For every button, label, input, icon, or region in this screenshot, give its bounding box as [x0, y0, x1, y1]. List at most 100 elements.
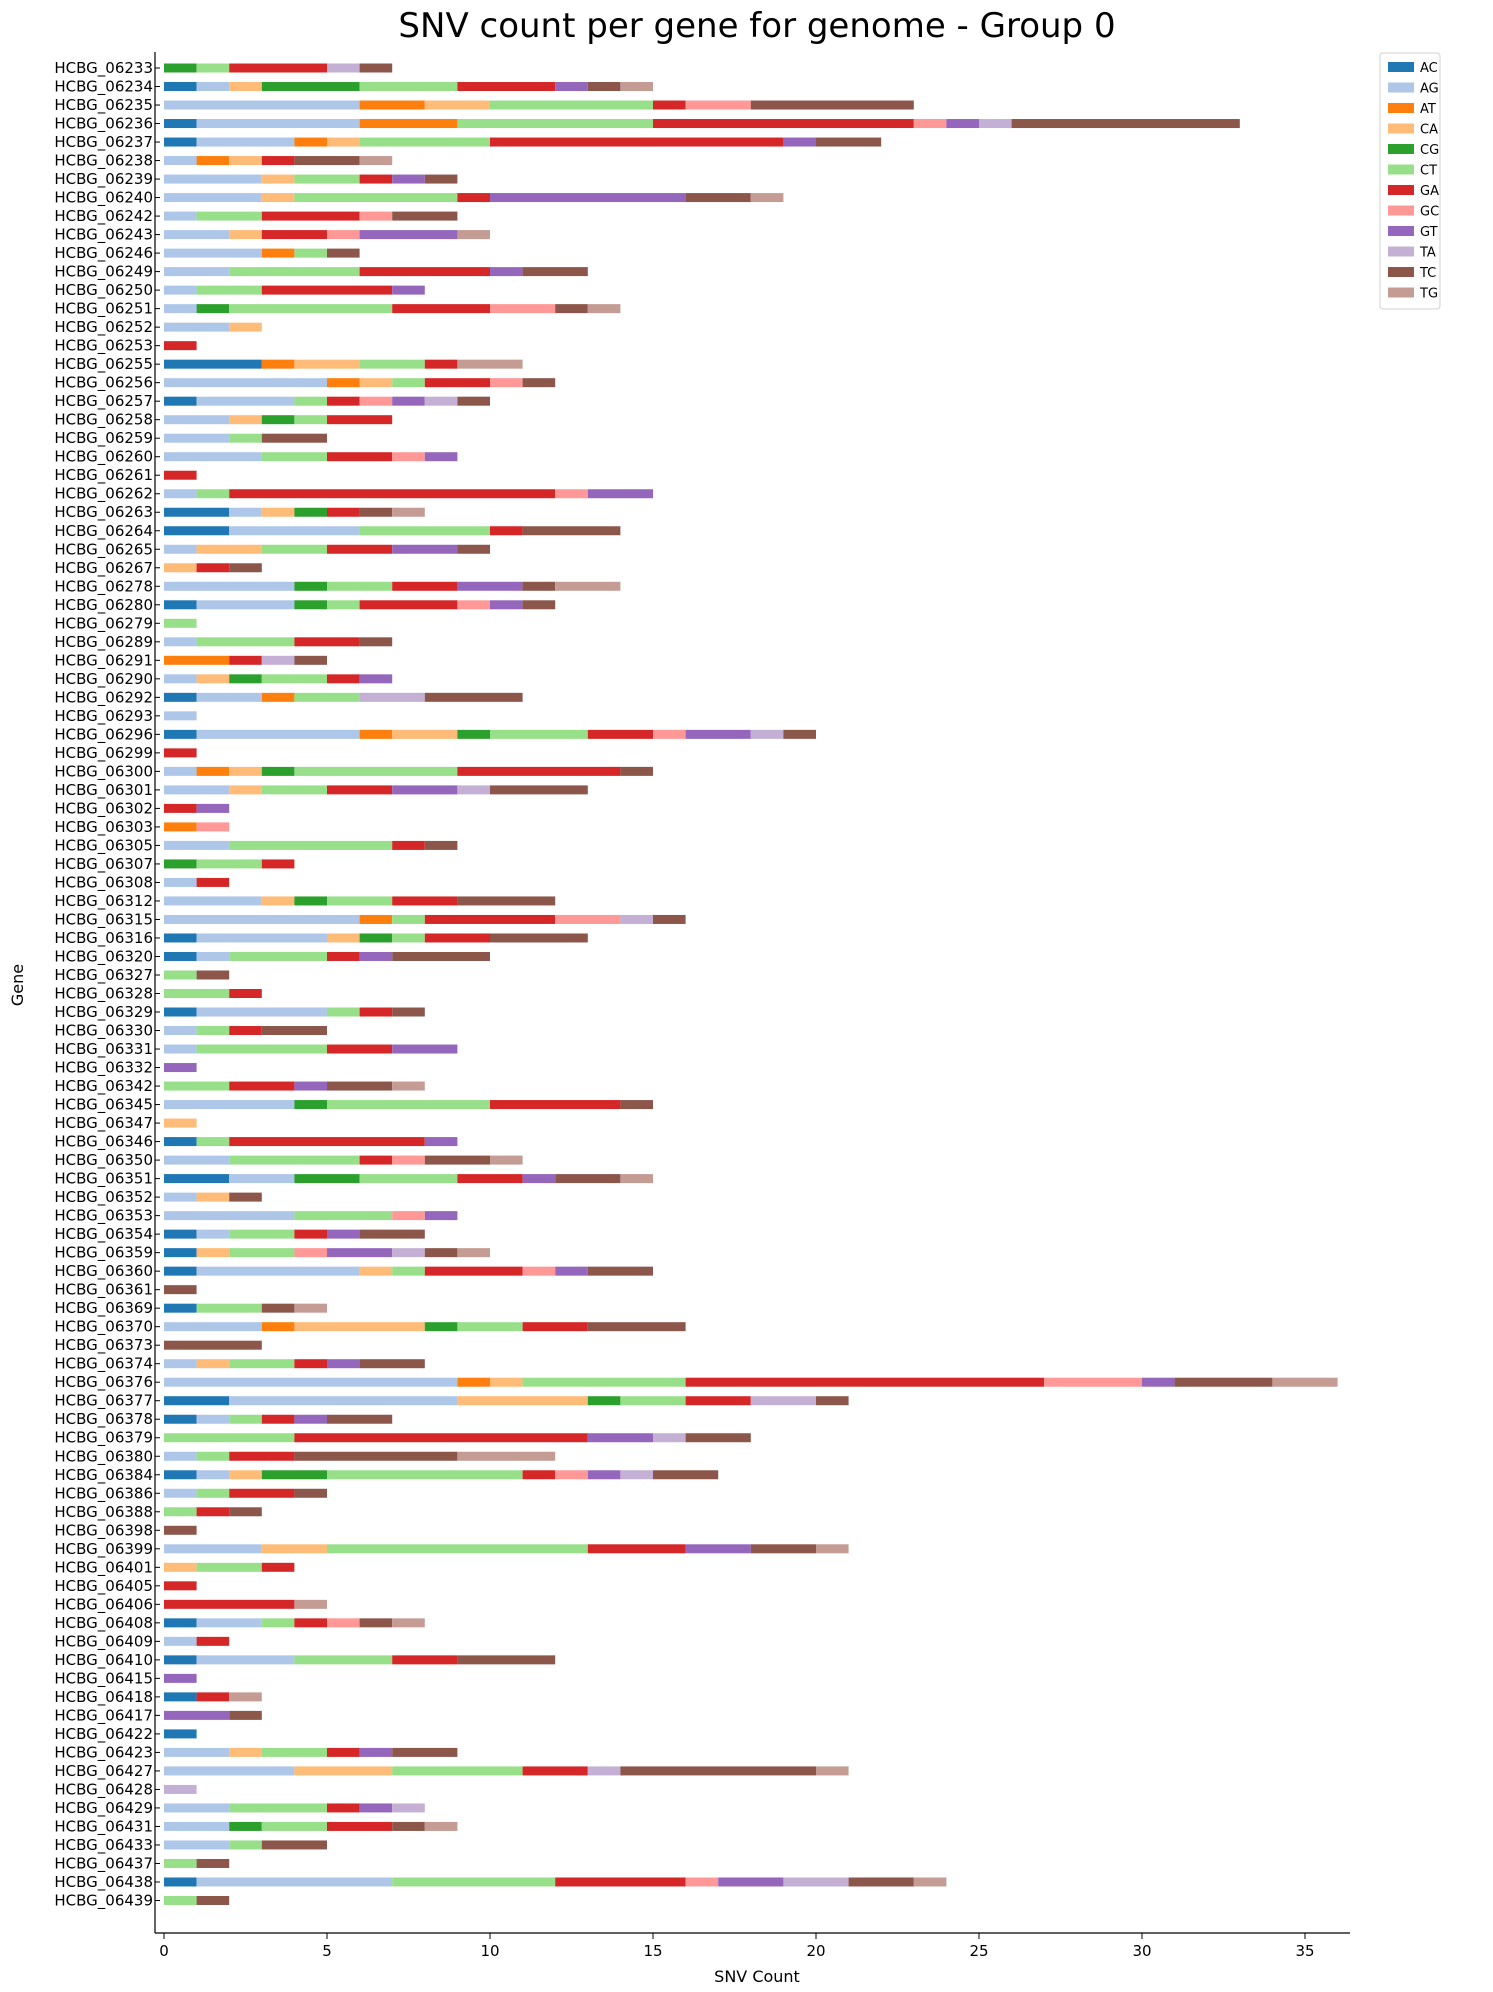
gene-tick-label: HCBG_06265 — [54, 540, 153, 559]
bar-segment-tc — [522, 378, 556, 388]
gene-tick-label: HCBG_06291 — [54, 651, 153, 670]
bar-segment-ga — [424, 1266, 523, 1276]
x-tick-label: 0 — [159, 1942, 169, 1960]
bar-segment-ct — [294, 193, 458, 203]
bar-segment-cg — [457, 729, 490, 739]
bar-segment-tc — [196, 1895, 230, 1905]
gene-tick-label: HCBG_06249 — [54, 263, 153, 282]
bar-segment-tc — [457, 1655, 556, 1665]
legend: AC AG AT CA CG CT GA GC GT TA TC TG — [1379, 52, 1441, 310]
y-axis-label: Gene — [8, 964, 27, 1006]
bar-segment-ac — [164, 1303, 197, 1313]
bar-segment-ac — [164, 951, 197, 961]
bar-segment-ca — [164, 1118, 197, 1128]
bar-segment-gt — [522, 1174, 556, 1184]
bar-segment-gt — [294, 1414, 327, 1424]
gene-tick-label: HCBG_06261 — [54, 466, 153, 485]
bar-segment-gt — [392, 1044, 458, 1054]
bar-segment-ac — [164, 359, 262, 369]
bar-segment-ag — [164, 489, 197, 499]
bar-segment-ca — [327, 137, 360, 147]
bar-segment-ga — [164, 1581, 197, 1591]
bar-segment-ct — [261, 785, 327, 795]
bar-segment-ta — [587, 1766, 621, 1776]
bar-segment-at — [164, 655, 230, 665]
gene-tick-label: HCBG_06279 — [54, 614, 153, 633]
bar-segment-gc — [913, 119, 947, 129]
bar-segment-ag — [229, 526, 360, 536]
bar-segment-ag — [196, 1877, 393, 1887]
bar-segment-ct — [490, 729, 588, 739]
bar-segment-gt — [392, 785, 458, 795]
bar-segment-ct — [261, 1821, 327, 1831]
bar-segment-tc — [392, 1747, 458, 1757]
bar-segment-gt — [587, 1433, 653, 1443]
bar-segment-gt — [327, 1248, 393, 1258]
bar-segment-ag — [164, 1451, 197, 1461]
gene-tick-label: HCBG_06418 — [54, 1688, 153, 1707]
legend-swatch-ga — [1388, 185, 1414, 195]
bar-segment-at — [261, 248, 295, 258]
bar-segment-ag — [164, 766, 197, 776]
bar-segment-tg — [392, 1618, 425, 1628]
bar-segment-ct — [294, 248, 327, 258]
bar-segment-ag — [164, 211, 197, 221]
bar-segment-ct — [196, 1488, 230, 1498]
bar-segment-tc — [653, 1470, 719, 1480]
bar-segment-ac — [164, 1618, 197, 1628]
bar-segment-ga — [164, 748, 197, 758]
gene-tick-label: HCBG_06235 — [54, 96, 153, 115]
bar-segment-ga — [457, 766, 621, 776]
bar-segment-ag — [196, 933, 327, 943]
bar-segment-ta — [783, 1877, 849, 1887]
bar-segment-tc — [750, 1544, 816, 1554]
bar-segment-ag — [196, 600, 295, 610]
bar-segment-ct — [392, 1766, 523, 1776]
bar-segment-tc — [294, 1451, 458, 1461]
gene-tick-label: HCBG_06289 — [54, 633, 153, 652]
bar-segment-ta — [620, 1470, 653, 1480]
legend-label-ca: CA — [1420, 123, 1438, 138]
legend-label-ta: TA — [1419, 246, 1436, 261]
bar-segment-ct — [327, 581, 393, 591]
bar-segment-cg — [261, 415, 295, 425]
bar-segment-ga — [359, 600, 458, 610]
legend-label-ac: AC — [1420, 61, 1438, 76]
bar-segment-tc — [587, 1322, 686, 1332]
bar-segment-at — [359, 729, 393, 739]
bar-segment-ct — [196, 859, 262, 869]
bar-segment-ag — [164, 544, 197, 554]
legend-swatch-tg — [1388, 287, 1414, 298]
gene-tick-label: HCBG_06361 — [54, 1281, 153, 1300]
bar-segment-ca — [229, 766, 262, 776]
bar-segment-ac — [164, 1692, 197, 1702]
bar-segment-tc — [587, 1266, 653, 1276]
bar-segment-ga — [327, 1803, 360, 1813]
bar-segment-tc — [229, 1710, 262, 1720]
bar-segment-ct — [229, 1359, 295, 1369]
bar-segment-tc — [424, 692, 523, 702]
gene-tick-label: HCBG_06429 — [54, 1799, 153, 1818]
bar-segment-gc — [685, 100, 751, 110]
bar-segment-ga — [229, 655, 262, 665]
bar-segment-gt — [392, 285, 425, 295]
bar-segment-ga — [261, 230, 327, 240]
bar-segment-cg — [294, 1174, 360, 1184]
bar-segment-gt — [718, 1877, 784, 1887]
bar-segment-ct — [229, 1155, 360, 1165]
bar-segment-at — [261, 1322, 295, 1332]
bar-segment-ca — [261, 896, 295, 906]
bar-segment-ta — [392, 1803, 425, 1813]
bar-segment-ct — [196, 1137, 230, 1147]
gene-tick-label: HCBG_06406 — [54, 1595, 153, 1614]
bar-segment-ct — [359, 359, 425, 369]
bar-segment-gt — [327, 1229, 360, 1239]
bar-segment-tc — [457, 544, 490, 554]
bar-segment-ga — [490, 137, 784, 147]
gene-tick-label: HCBG_06433 — [54, 1836, 153, 1855]
gene-tick-label: HCBG_06369 — [54, 1299, 153, 1318]
bar-segment-tc — [555, 304, 588, 314]
bar-segment-ct — [457, 1322, 523, 1332]
gene-tick-label: HCBG_06408 — [54, 1614, 153, 1633]
